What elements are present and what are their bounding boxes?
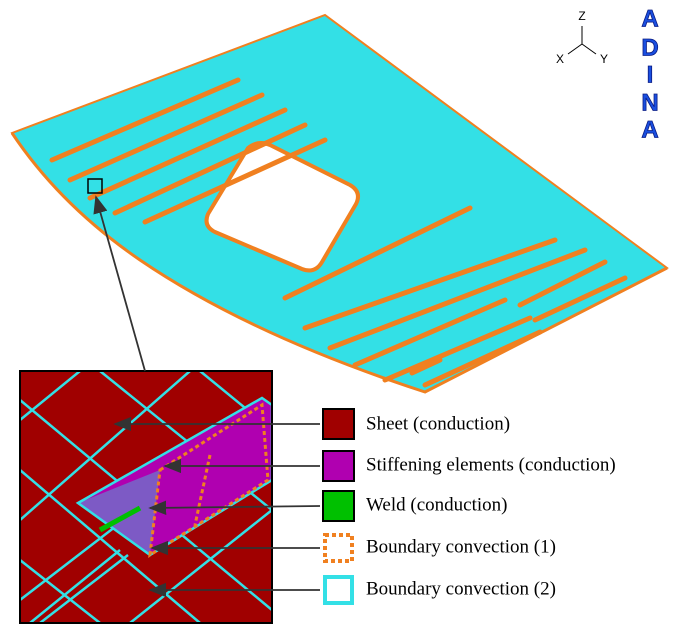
legend-label: Boundary convection (1)	[366, 536, 556, 557]
swatch-weld	[323, 491, 354, 521]
swatch-sheet	[323, 409, 354, 439]
legend-label: Sheet (conduction)	[366, 413, 510, 434]
swatch-convection-2	[325, 577, 352, 603]
logo-letter: D	[641, 34, 658, 61]
swatch-convection-1	[325, 535, 352, 561]
inset	[20, 371, 272, 623]
logo-letter: I	[647, 61, 654, 88]
triad-label: Z	[578, 9, 585, 23]
triad	[568, 26, 596, 54]
legend-label: Weld (conduction)	[366, 494, 507, 515]
logo-letter: N	[641, 89, 658, 116]
logo-letter: A	[641, 5, 658, 32]
diagram: Sheet (conduction) Stiffening elements (…	[0, 0, 678, 627]
triad-label: X	[556, 52, 564, 66]
legend-label: Stiffening elements (conduction)	[366, 454, 616, 475]
legend-label: Boundary convection (2)	[366, 578, 556, 599]
logo-letter: A	[641, 116, 658, 143]
triad-label: Y	[600, 52, 608, 66]
swatch-stiffener	[323, 451, 354, 481]
panel	[12, 15, 667, 392]
